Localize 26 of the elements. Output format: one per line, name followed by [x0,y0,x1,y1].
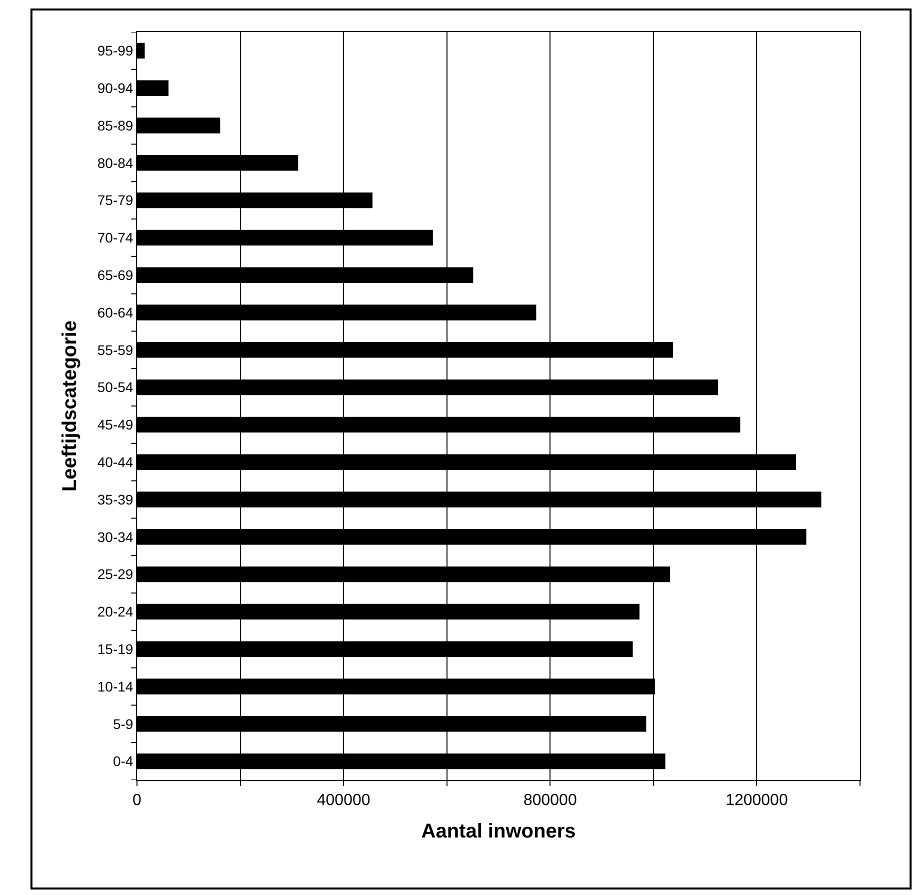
x-axis-title: Aantal inwoners [421,820,576,843]
x-tick-label: 1200000 [726,792,788,810]
y-tick-label: 75-79 [97,192,134,208]
y-tick-label: 15-19 [97,641,134,657]
y-tick-label: 65-69 [97,267,134,283]
x-tick-label: 400000 [316,792,370,810]
y-tick-label: 95-99 [97,42,134,59]
x-tick-label: 0 [132,792,142,810]
y-tick-label: 85-89 [97,117,134,134]
y-tick-label: 0-4 [112,753,134,770]
y-tick-label: 20-24 [97,604,134,620]
y-tick-label: 80-84 [97,154,134,171]
y-tick-label: 35-39 [97,491,134,508]
x-tick-label: 800000 [523,792,577,810]
y-tick-label: 90-94 [97,80,134,96]
y-tick-label: 25-29 [97,566,134,582]
y-tick-label: 10-14 [97,678,134,694]
y-axis-title: Leeftijdscategorie [58,320,81,492]
y-tick-label: 60-64 [97,304,134,320]
y-tick-label: 40-44 [97,454,134,470]
y-tick-label: 30-34 [97,528,134,545]
y-tick-label: 50-54 [97,379,134,396]
y-tick-label: 70-74 [97,230,134,246]
y-tick-label: 45-49 [97,416,134,433]
y-tick-label: 55-59 [97,342,134,358]
y-tick-label: 5-9 [112,716,134,732]
